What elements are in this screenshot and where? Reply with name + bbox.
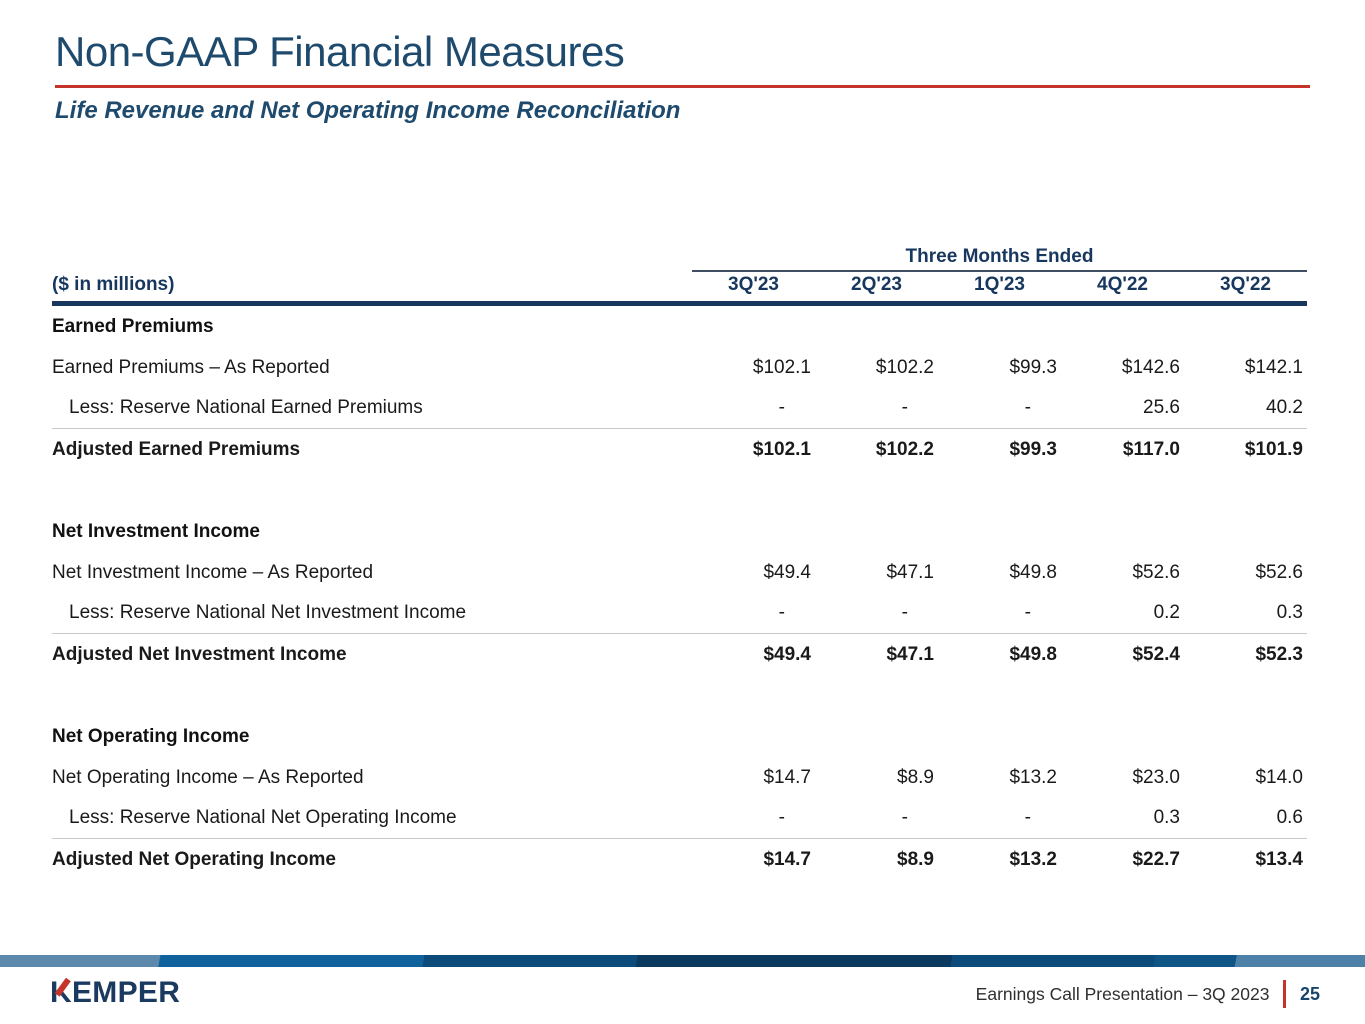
table-total-row: Adjusted Earned Premiums $102.1 $102.2 $…	[52, 429, 1307, 470]
footer-right: Earnings Call Presentation – 3Q 2023 25	[976, 980, 1320, 1008]
cell-value: -	[901, 807, 908, 828]
cell-value: 25.6	[1143, 397, 1180, 418]
cell-value: $49.8	[1009, 643, 1057, 665]
column-header: 2Q'23	[851, 274, 902, 295]
cell-value: $13.2	[1009, 848, 1057, 870]
table-total-row: Adjusted Net Operating Income $14.7 $8.9…	[52, 839, 1307, 880]
table-row: Less: Reserve National Net Investment In…	[52, 593, 1307, 634]
table-row: Net Operating Income – As Reported $14.7…	[52, 757, 1307, 798]
cell-value: $102.2	[875, 356, 934, 378]
cell-value: -	[901, 602, 908, 623]
cell-value: -	[778, 397, 785, 418]
cell-value: $13.2	[1009, 766, 1057, 788]
cell-value: $8.9	[897, 848, 934, 870]
row-label: Adjusted Net Investment Income	[52, 643, 347, 665]
cell-value: -	[1024, 807, 1031, 828]
cell-value: $49.8	[1009, 561, 1057, 583]
cell-value: $23.0	[1132, 766, 1180, 788]
section-header-row: Net Investment Income	[52, 511, 1307, 552]
section-header-label: Earned Premiums	[52, 315, 214, 337]
section-gap	[52, 470, 1307, 511]
cell-value: $22.7	[1132, 848, 1180, 870]
cell-value: $49.4	[763, 561, 811, 583]
units-label: ($ in millions)	[52, 274, 175, 295]
row-label: Net Investment Income – As Reported	[52, 561, 374, 583]
cell-value: $8.9	[897, 766, 934, 788]
cell-value: $102.1	[752, 438, 811, 460]
page-title: Non-GAAP Financial Measures	[55, 28, 625, 75]
cell-value: $52.3	[1255, 643, 1303, 665]
row-label: Earned Premiums – As Reported	[52, 356, 330, 378]
cell-value: $52.4	[1132, 643, 1180, 665]
cell-value: -	[1024, 397, 1031, 418]
cell-value: $14.7	[763, 766, 811, 788]
column-header: 4Q'22	[1097, 274, 1148, 295]
row-label: Less: Reserve National Net Investment In…	[69, 602, 467, 623]
section-header-row: Net Operating Income	[52, 716, 1307, 757]
row-label: Adjusted Earned Premiums	[52, 438, 301, 460]
cell-value: -	[778, 602, 785, 623]
cell-value: 0.6	[1276, 807, 1303, 828]
cell-value: 0.3	[1276, 602, 1303, 623]
presentation-label: Earnings Call Presentation – 3Q 2023	[975, 983, 1270, 1004]
cell-value: -	[1024, 602, 1031, 623]
kemper-logo-rest: EMPER	[71, 976, 181, 1009]
slide-header: Non-GAAP Financial Measures Life Revenue…	[55, 28, 1310, 125]
span-header-label: Three Months Ended	[692, 246, 1307, 272]
row-label: Less: Reserve National Earned Premiums	[69, 397, 423, 418]
section-header-label: Net Operating Income	[52, 725, 250, 747]
cell-value: $102.1	[752, 356, 811, 378]
page-subtitle: Life Revenue and Net Operating Income Re…	[55, 97, 681, 124]
table-row: Net Investment Income – As Reported $49.…	[52, 552, 1307, 593]
section-header-label: Net Investment Income	[52, 520, 260, 542]
table-row: Less: Reserve National Net Operating Inc…	[52, 798, 1307, 839]
section-gap	[52, 675, 1307, 716]
column-header: 3Q'22	[1220, 274, 1271, 295]
title-underline	[55, 85, 1310, 88]
cell-value: $52.6	[1132, 561, 1180, 583]
cell-value: $47.1	[886, 561, 934, 583]
table-row: Less: Reserve National Earned Premiums -…	[52, 388, 1307, 429]
cell-value: $14.0	[1255, 766, 1303, 788]
table-column-header-row: ($ in millions) 3Q'23 2Q'23 1Q'23 4Q'22 …	[52, 272, 1307, 306]
cell-value: -	[778, 807, 785, 828]
cell-value: $14.7	[763, 848, 811, 870]
cell-value: $142.6	[1121, 356, 1180, 378]
footer-divider	[1283, 980, 1286, 1008]
table-row: Earned Premiums – As Reported $102.1 $10…	[52, 347, 1307, 388]
cell-value: $99.3	[1009, 356, 1057, 378]
cell-value: -	[901, 397, 908, 418]
column-header: 3Q'23	[728, 274, 779, 295]
cell-value: $47.1	[886, 643, 934, 665]
kemper-logo-k: K	[50, 976, 72, 1010]
cell-value: $102.2	[875, 438, 934, 460]
row-label: Adjusted Net Operating Income	[52, 848, 336, 870]
cell-value: 40.2	[1266, 397, 1303, 418]
cell-value: $117.0	[1122, 438, 1180, 460]
cell-value: 0.2	[1153, 602, 1180, 623]
column-header: 1Q'23	[974, 274, 1025, 295]
cell-value: $101.9	[1244, 438, 1303, 460]
page-number: 25	[1299, 983, 1320, 1004]
reconciliation-table: Three Months Ended ($ in millions) 3Q'23…	[52, 243, 1307, 880]
cell-value: 0.3	[1153, 807, 1180, 828]
row-label: Less: Reserve National Net Operating Inc…	[69, 807, 457, 828]
row-label: Net Operating Income – As Reported	[52, 766, 364, 788]
section-header-row: Earned Premiums	[52, 306, 1307, 347]
table-total-row: Adjusted Net Investment Income $49.4 $47…	[52, 634, 1307, 675]
cell-value: $13.4	[1255, 848, 1303, 870]
footer-accent-stripe	[0, 955, 1365, 967]
cell-value: $52.6	[1255, 561, 1303, 583]
cell-value: $99.3	[1009, 438, 1057, 460]
kemper-logo: KEMPER	[50, 976, 180, 1010]
cell-value: $142.1	[1244, 356, 1303, 378]
cell-value: $49.4	[763, 643, 811, 665]
table-span-header-row: Three Months Ended	[52, 243, 1307, 272]
